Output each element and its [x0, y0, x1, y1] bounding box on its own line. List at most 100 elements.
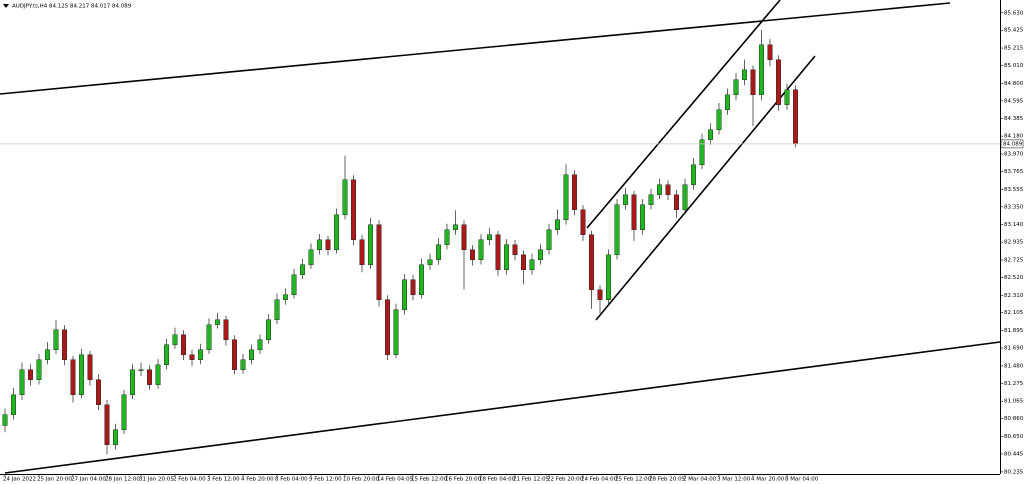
candle-body [334, 214, 340, 250]
x-tick-label: 2 Mar 04:00 [683, 477, 717, 483]
y-tick-label: 84.800 [1004, 81, 1024, 87]
y-tick-label: 84.595 [1004, 98, 1024, 104]
candle-body [231, 339, 237, 370]
candle-body [214, 319, 220, 325]
candle-body [129, 369, 135, 395]
candle-body [28, 369, 34, 380]
y-tick-label: 82.520 [1004, 275, 1024, 281]
candle-body [563, 174, 569, 220]
x-tick-label: 16 Feb 20:00 [445, 477, 482, 483]
candle-body [180, 334, 186, 355]
x-tick-label: 3 Mar 12:00 [717, 477, 751, 483]
y-tick-label: 82.935 [1004, 240, 1024, 246]
candle-body [504, 244, 510, 270]
candle-body [300, 264, 306, 275]
candle-body [206, 324, 212, 350]
candle-body [708, 129, 714, 140]
x-tick-label: 15 Feb 12:00 [411, 477, 448, 483]
candle-body [555, 219, 561, 230]
y-tick-label: 81.690 [1004, 346, 1024, 352]
candle-body [112, 429, 118, 445]
candle-body [359, 239, 365, 265]
candle-body [725, 94, 731, 110]
candle-body [716, 109, 722, 130]
y-tick-label: 82.310 [1004, 293, 1024, 299]
candle-body [444, 229, 450, 245]
candle-body [53, 329, 59, 350]
candle-body [589, 234, 595, 290]
candle-body [78, 354, 84, 395]
candle-body [640, 204, 646, 230]
candle-body [733, 79, 739, 96]
candle-body [240, 359, 246, 370]
y-tick-label: 82.725 [1004, 257, 1024, 263]
candle-body [767, 44, 773, 60]
candle-body [19, 369, 25, 395]
y-tick-label: 83.555 [1004, 187, 1024, 193]
candle-body [2, 414, 8, 426]
candle-body [436, 244, 442, 260]
x-tick-label: 25 Jan 20:00 [37, 477, 72, 483]
candle-body [325, 239, 331, 250]
candle-body [36, 359, 42, 380]
x-tick-label: 8 Mar 04:00 [785, 477, 819, 483]
candle-body [197, 349, 203, 360]
candle-body [606, 254, 612, 300]
x-tick-label: 31 Jan 20:05 [139, 477, 174, 483]
x-tick-label: 8 Feb 04:00 [275, 477, 308, 483]
x-tick-label: 4 Feb 20:00 [241, 477, 274, 483]
candle-body [691, 164, 697, 185]
candle-body [546, 229, 552, 250]
y-tick-label: 81.275 [1004, 381, 1024, 387]
candle-body [10, 394, 16, 415]
candle-body [614, 204, 620, 255]
candle-body [104, 404, 110, 445]
candle-body [529, 259, 535, 270]
x-tick-label: 18 Feb 04:00 [479, 477, 516, 483]
menu-arrow[interactable] [3, 4, 9, 8]
y-tick-label: 80.235 [1004, 469, 1024, 475]
candle-body [470, 249, 476, 260]
candle-body [512, 244, 518, 255]
trend-line [0, 2, 951, 95]
current-price-box [1000, 139, 1024, 149]
y-tick-label: 83.140 [1004, 222, 1024, 228]
candle-body [283, 294, 289, 300]
candle-body [87, 354, 93, 380]
candle-body [70, 359, 76, 395]
candle-body [368, 224, 374, 265]
y-tick-label: 83.970 [1004, 152, 1024, 158]
candle-body [223, 319, 229, 340]
candle-body [521, 254, 527, 270]
candle-body [580, 209, 586, 235]
x-tick-label: 25 Feb 12:00 [615, 477, 652, 483]
y-tick-label: 81.895 [1004, 328, 1024, 334]
candle-body [631, 194, 637, 230]
y-tick-label: 84.385 [1004, 116, 1024, 122]
candle-body [699, 139, 705, 165]
candle-body [146, 369, 152, 385]
candle-body [750, 69, 756, 95]
trend-lines [0, 0, 1001, 474]
y-tick-label: 85.425 [1004, 28, 1024, 34]
y-tick-label: 81.065 [1004, 399, 1024, 405]
x-tick-label: 14 Feb 04:05 [377, 477, 414, 483]
candle-body [665, 184, 671, 195]
candle-body [385, 299, 391, 355]
y-tick-label: 85.215 [1004, 46, 1024, 52]
trend-line [4, 341, 1001, 474]
y-tick-label: 81.480 [1004, 363, 1024, 369]
x-tick-label: 10 Feb 20:00 [343, 477, 380, 483]
candle-body [657, 184, 663, 195]
candle-body [138, 369, 144, 371]
candle-body [742, 69, 748, 80]
x-tick-label: 22 Feb 20:00 [547, 477, 584, 483]
candle-body [402, 279, 408, 310]
candle-body [95, 379, 101, 405]
candle-body [572, 174, 578, 210]
x-tick-label: 27 Jan 04:00 [71, 477, 106, 483]
candle-body [291, 274, 297, 295]
candle-body [163, 344, 169, 365]
